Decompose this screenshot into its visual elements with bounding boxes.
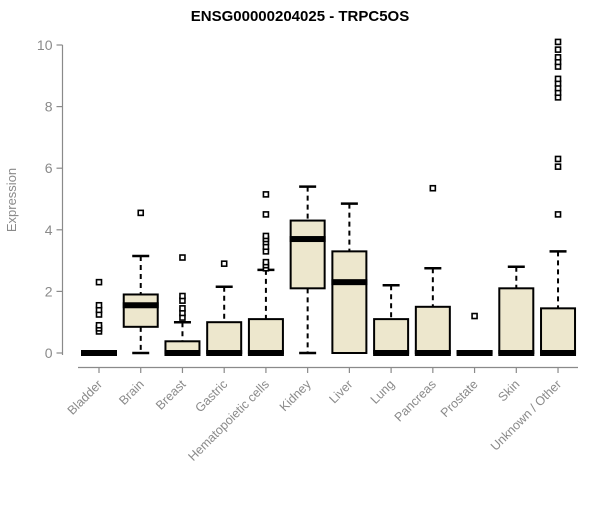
outlier-point <box>137 209 145 217</box>
x-tick-label: Hematopoietic cells <box>185 377 272 464</box>
box <box>289 219 326 290</box>
outlier-point <box>554 75 562 83</box>
outlier-point <box>179 305 186 312</box>
outlier-point <box>262 232 270 240</box>
outlier-point <box>95 301 103 309</box>
y-tick-label: 2 <box>45 283 53 299</box>
outlier-point <box>554 211 562 218</box>
outlier-point <box>262 258 270 266</box>
x-tick-label: Bladder <box>65 377 105 417</box>
median-line <box>289 236 326 243</box>
x-tick-label: Prostate <box>438 377 481 420</box>
box <box>122 293 159 328</box>
outlier-point <box>220 260 228 267</box>
chart-title: ENSG00000204025 - TRPC5OS <box>191 8 409 25</box>
x-tick-label: Brain <box>116 377 147 408</box>
box <box>414 305 451 354</box>
outlier-point <box>179 254 186 261</box>
median-line <box>540 350 577 356</box>
median-line <box>81 350 117 356</box>
box <box>540 307 577 354</box>
median-line <box>498 350 535 356</box>
median-line <box>456 350 493 356</box>
box <box>206 321 243 355</box>
outlier-point <box>179 292 186 300</box>
outlier-point <box>262 211 270 218</box>
outlier-point <box>554 163 562 170</box>
x-tick-label: Liver <box>326 377 355 406</box>
x-tick-label: Breast <box>153 377 189 413</box>
y-tick-label: 4 <box>45 222 53 238</box>
median-line <box>414 350 451 356</box>
outlier-point <box>554 38 562 46</box>
outlier-point <box>429 184 437 192</box>
y-tick-label: 0 <box>45 345 53 361</box>
y-tick-label: 10 <box>37 37 53 53</box>
outlier-point <box>262 191 270 198</box>
x-tick-label: Gastric <box>192 377 230 415</box>
y-tick-label: 6 <box>45 160 53 176</box>
outlier-point <box>471 312 478 320</box>
plot-area: 0 2 4 6 8 10 Bladder Brain Breast GastricHematopo… <box>37 37 578 464</box>
x-tick-label: Kidney <box>277 377 314 414</box>
y-axis-label: Expression <box>4 168 19 232</box>
outlier-point <box>554 46 562 53</box>
median-line <box>206 350 243 356</box>
x-tick-label: Pancreas <box>392 377 439 424</box>
x-tick-label: Unknown / Other <box>488 377 564 453</box>
outlier-point <box>554 155 562 163</box>
x-tick-label: Lung <box>368 377 398 407</box>
outlier-point <box>554 54 562 61</box>
outlier-point <box>95 321 103 329</box>
outlier-point <box>95 278 103 286</box>
box <box>498 287 535 355</box>
median-line <box>247 350 284 356</box>
y-tick-label: 8 <box>45 99 53 115</box>
box <box>331 250 368 354</box>
median-line <box>373 350 410 356</box>
median-line <box>122 302 159 309</box>
box <box>247 318 284 354</box>
median-line <box>164 350 201 356</box>
box <box>373 318 410 354</box>
x-tick-label: Skin <box>495 377 522 404</box>
median-line <box>331 279 368 286</box>
